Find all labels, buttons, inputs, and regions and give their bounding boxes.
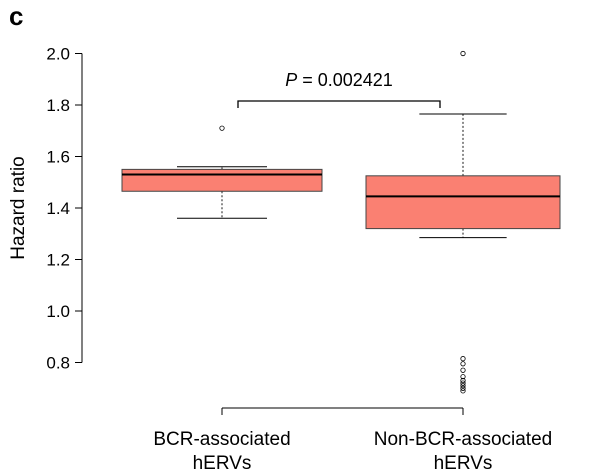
x-category-label: hERVs [434, 453, 493, 474]
x-category-label: Non-BCR-associated [374, 429, 552, 450]
panel-letter: c [9, 1, 24, 31]
y-axis-title: Hazard ratio [8, 156, 29, 260]
significance-annotation: P = 0.002421 [237, 70, 441, 108]
outlier-point [460, 377, 466, 384]
y-tick-label: 1.8 [46, 96, 70, 115]
y-tick-label: 1.4 [46, 199, 70, 218]
outlier-point [460, 356, 466, 362]
axes: 0.8 1.0 1.2 1.4 1.6 1.8 2.0 BCR-associated hERV… [46, 45, 552, 474]
box-iqr [121, 168, 323, 192]
p-symbol: P [285, 70, 297, 90]
outlier-point [460, 388, 466, 394]
outlier-point [460, 383, 466, 389]
box-group [121, 125, 323, 219]
outlier-point [460, 385, 466, 391]
p-value-label: P = 0.002421 [285, 70, 393, 90]
y-tick-label: 2.0 [46, 45, 70, 64]
y-tick-label: 0.8 [46, 354, 70, 373]
outlier-point [219, 125, 225, 131]
x-ticks: BCR-associated hERVs Non-BCR-associated hER… [153, 408, 552, 474]
significance-bracket [237, 100, 441, 108]
boxes [121, 50, 561, 394]
x-category-label: hERVs [193, 453, 252, 474]
box-iqr [365, 175, 561, 230]
y-tick-label: 1.0 [46, 302, 70, 321]
y-tick-label: 1.2 [46, 251, 70, 270]
outlier-point [460, 50, 466, 57]
y-tick-label: 1.6 [46, 148, 70, 167]
outlier-point [460, 380, 466, 386]
outlier-point [460, 361, 466, 367]
y-ticks: 0.8 1.0 1.2 1.4 1.6 1.8 2.0 [46, 45, 82, 373]
p-value: = 0.002421 [297, 70, 393, 90]
outlier-point [460, 367, 466, 373]
outlier-point [460, 374, 466, 380]
box-group [365, 50, 561, 394]
x-category-label: BCR-associated [153, 429, 290, 450]
